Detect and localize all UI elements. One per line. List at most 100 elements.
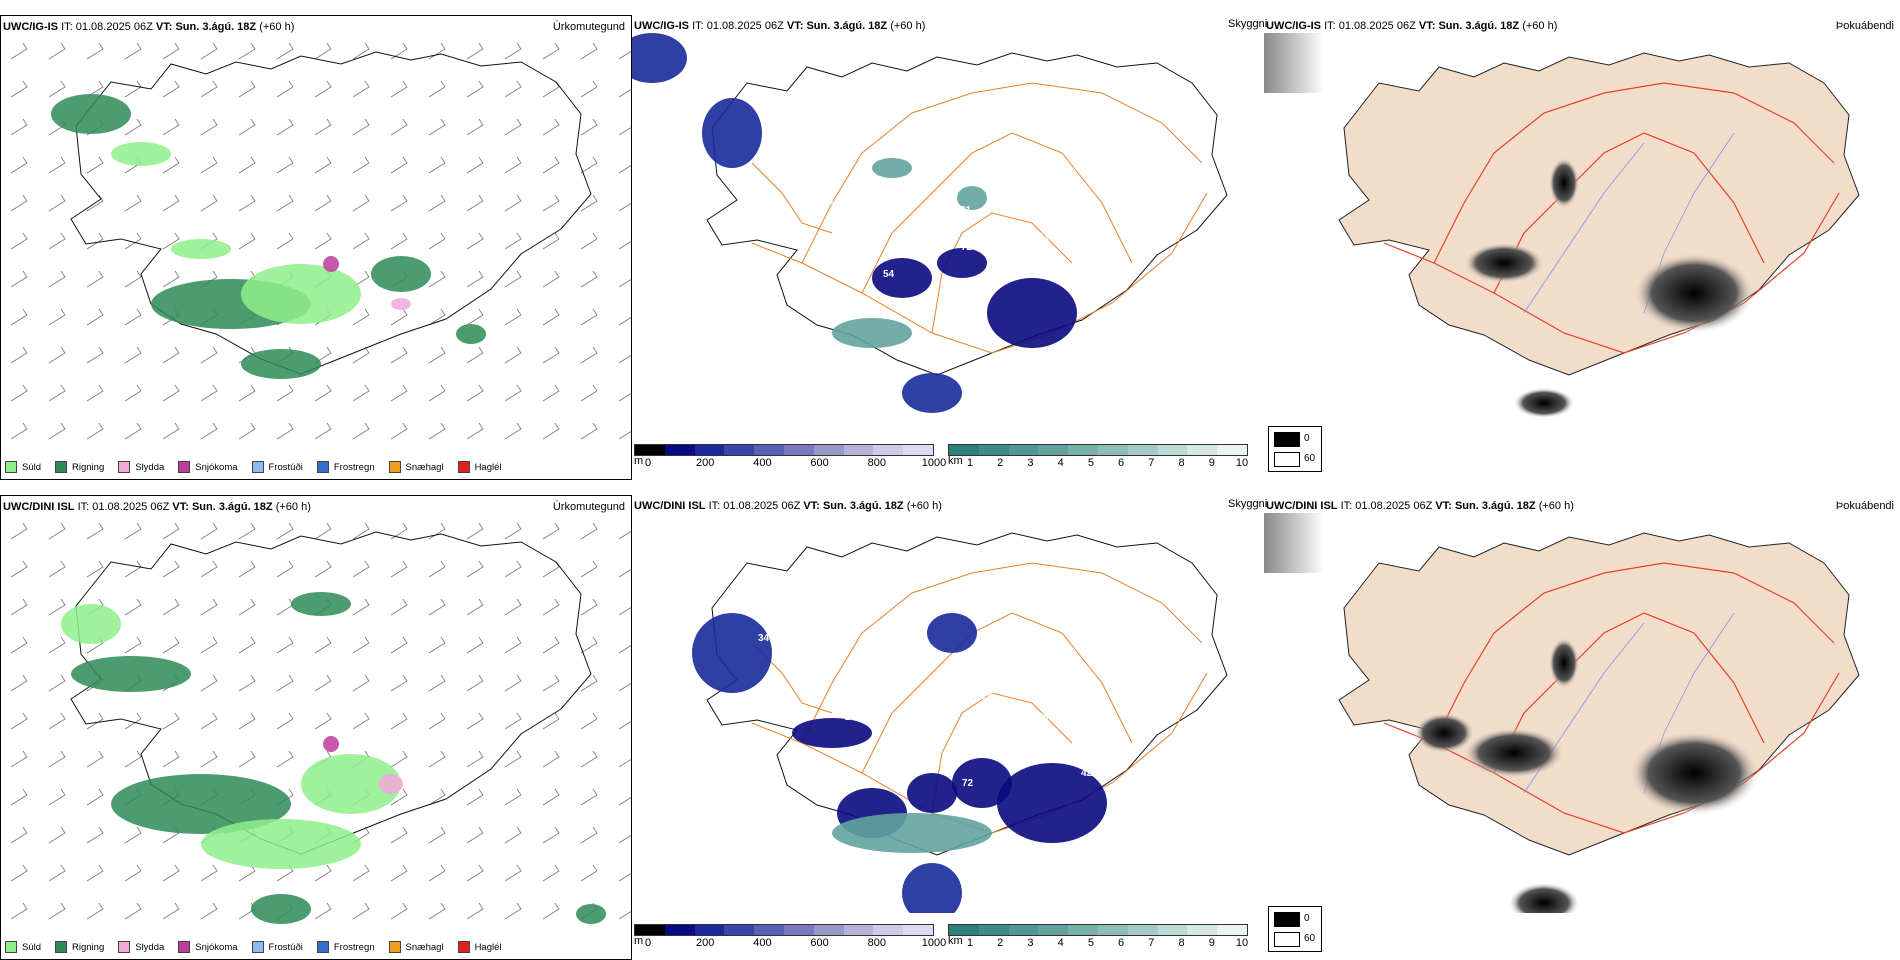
wind-barb — [504, 712, 522, 730]
wind-barb — [390, 636, 408, 654]
wind-barb — [10, 270, 28, 288]
visibility-panel: UWC/IG-IS IT: 01.08.2025 06Z VT: Sun. 3.… — [632, 15, 1264, 480]
visibility-tick: 7 — [1148, 457, 1155, 469]
colorbar-swatch — [978, 925, 1009, 935]
wind-barb — [10, 522, 28, 540]
wind-barb — [162, 750, 180, 768]
fog-area — [1549, 638, 1579, 688]
wind-barb — [466, 750, 484, 768]
wind-barb — [542, 308, 560, 326]
visibility-area — [872, 158, 912, 178]
wind-barb — [542, 232, 560, 250]
wind-barb — [48, 384, 66, 402]
model-name: UWC/DINI ISL — [1266, 500, 1338, 512]
lead-time: (+60 h) — [890, 20, 926, 32]
wind-barb — [314, 384, 332, 402]
panel-header: UWC/DINI ISL IT: 01.08.2025 06Z VT: Sun.… — [634, 500, 942, 512]
vt-label: VT: — [786, 20, 804, 32]
wind-barb — [466, 864, 484, 882]
lead-time: (+60 h) — [906, 500, 942, 512]
wind-barb — [352, 384, 370, 402]
wind-barb — [504, 902, 522, 920]
wind-barb — [48, 560, 66, 578]
wind-barb — [466, 422, 484, 440]
fog-areas — [1464, 158, 1754, 418]
wind-barb — [504, 636, 522, 654]
wind-barb — [124, 384, 142, 402]
colorbar-swatch — [635, 445, 665, 455]
wind-barb — [428, 308, 446, 326]
visibility-value-label: 62 — [874, 658, 886, 669]
wind-barb — [504, 42, 522, 60]
vt-label: VT: — [172, 501, 189, 513]
wind-barb — [238, 522, 256, 540]
wind-barb — [86, 42, 104, 60]
fog-legend-value: 0 — [1304, 913, 1310, 924]
wind-barb — [10, 156, 28, 174]
visibility-area — [792, 718, 872, 748]
vt-value: Sun. 3.ágú. 18Z — [1438, 20, 1520, 32]
wind-barb — [276, 422, 294, 440]
fog-map[interactable] — [1264, 33, 1900, 433]
wind-barb — [48, 902, 66, 920]
vt-value: Sun. 3.ágú. 18Z — [822, 500, 904, 512]
precip-map[interactable] — [1, 514, 632, 934]
wind-barb — [504, 598, 522, 616]
visibility-area — [832, 318, 912, 348]
wind-barb — [504, 864, 522, 882]
wind-barb — [542, 270, 560, 288]
precip-area — [379, 774, 403, 794]
wind-barb — [618, 119, 631, 136]
wind-barb — [314, 156, 332, 174]
wind-barb — [466, 80, 484, 98]
visibility-map[interactable] — [632, 513, 1264, 913]
wind-barb — [428, 118, 446, 136]
wind-barb — [86, 712, 104, 730]
wind-barb — [504, 80, 522, 98]
legend-item-haglél: Haglél — [457, 461, 502, 473]
visibility-map[interactable] — [632, 33, 1264, 433]
precip-map[interactable] — [1, 34, 632, 454]
wind-barb — [618, 347, 631, 364]
legend-swatch — [55, 461, 68, 473]
wind-barb — [238, 864, 256, 882]
wind-barb — [86, 560, 104, 578]
wind-barb — [466, 384, 484, 402]
wind-barb — [352, 902, 370, 920]
wind-barb — [314, 346, 332, 364]
wind-barb — [10, 194, 28, 212]
visibility-value-label: 79 — [960, 685, 972, 696]
precip-areas — [51, 94, 486, 379]
visibility-value-label: 259 — [910, 714, 927, 725]
wind-barb — [124, 422, 142, 440]
wind-barb — [238, 674, 256, 692]
wind-barb — [428, 674, 446, 692]
vt-value: Sun. 3.ágú. 18Z — [191, 501, 273, 513]
wind-barb — [352, 308, 370, 326]
wind-barb — [200, 636, 218, 654]
it-label: IT: — [708, 500, 721, 512]
precip-area — [301, 754, 401, 814]
legend-item-haglél: Haglél — [457, 941, 502, 953]
wind-barb — [314, 522, 332, 540]
wind-barb — [352, 232, 370, 250]
visibility-value-label: 36 — [855, 141, 867, 152]
forecast-row-dini-isl: UWC/DINI ISL IT: 01.08.2025 06Z VT: Sun.… — [0, 495, 1900, 960]
elevation-unit: m — [634, 455, 644, 467]
wind-barb — [86, 156, 104, 174]
visibility-tick: 2 — [997, 457, 1004, 469]
wind-barb — [428, 42, 446, 60]
wind-barb — [124, 826, 142, 844]
fog-area — [1414, 713, 1474, 753]
visibility-panel-title: Skyggni — [1228, 498, 1268, 510]
fog-map[interactable] — [1264, 513, 1900, 913]
wind-barb — [390, 750, 408, 768]
fog-legend-swatch — [1274, 452, 1300, 467]
wind-barb — [580, 156, 598, 174]
visibility-value-label: 91 — [960, 205, 972, 216]
wind-barb — [618, 423, 631, 440]
fog-index-legend: 0 60 — [1268, 906, 1322, 952]
wind-barb — [352, 598, 370, 616]
model-name: UWC/DINI ISL — [634, 500, 706, 512]
fog-legend-value: 0 — [1304, 433, 1310, 444]
